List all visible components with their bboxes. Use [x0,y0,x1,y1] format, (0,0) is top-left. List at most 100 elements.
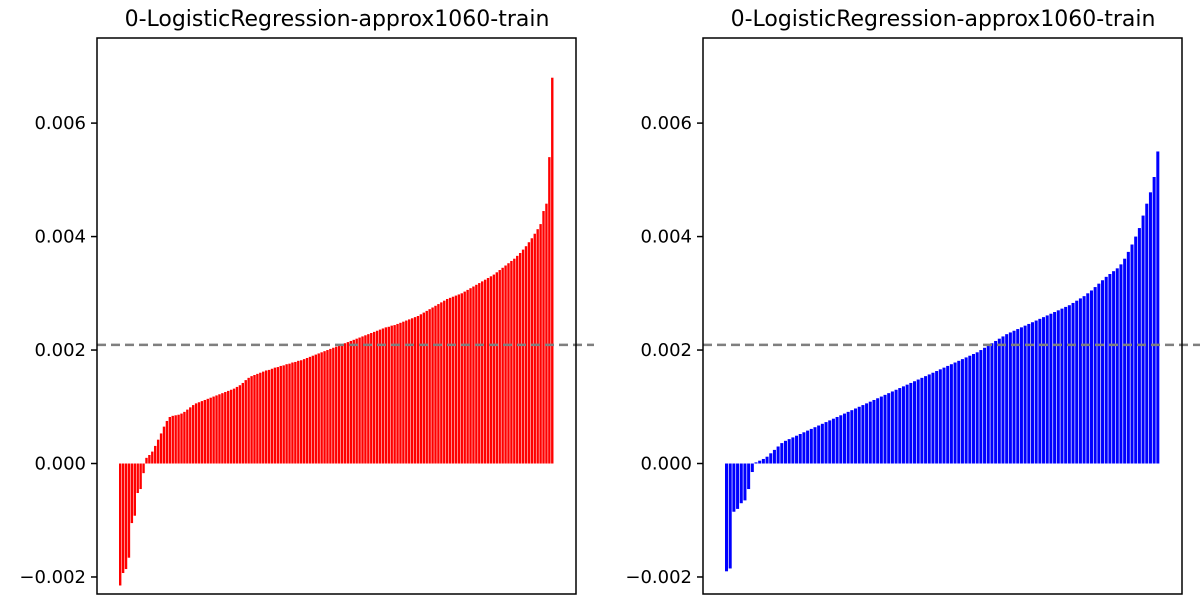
bar [162,426,166,464]
bar [1123,258,1127,464]
bar [375,330,379,464]
bar [1104,276,1108,464]
bar [842,413,846,464]
bar [227,390,230,464]
bar [979,350,983,464]
bar [413,317,417,464]
bar [1119,264,1123,464]
bar [533,233,536,464]
bar [809,428,813,464]
bar [831,418,835,464]
bar [256,373,259,464]
bar [133,463,136,516]
bar [481,281,484,464]
bar [136,463,139,494]
bar [498,270,501,464]
bar [171,415,174,464]
bar [206,398,209,464]
bar [1108,274,1112,464]
bar [1012,330,1016,464]
bar [194,403,198,464]
bar [244,380,247,464]
bar [288,363,291,464]
bar [282,365,285,464]
bar [1093,287,1097,464]
bar [425,310,428,464]
bar [1141,215,1145,464]
y-tick-label: 0.004 [34,227,86,248]
bar [754,462,758,464]
bar [215,395,218,464]
bar [824,422,828,464]
bar [747,463,751,490]
bar [798,434,802,464]
bar [1008,332,1012,464]
bar [817,425,821,464]
chart-title: 0-LogisticRegression-approx1060-train [125,7,550,32]
bar [997,338,1001,464]
bar [806,430,810,464]
right-bar-chart: 0-LogisticRegression-approx1060-train −0… [625,7,1200,595]
bar [285,364,288,464]
bar [139,463,142,490]
bar [1030,322,1034,464]
bar [378,329,382,464]
bar [551,77,554,464]
bar [975,352,979,464]
bar [861,405,865,464]
y-tick-label: 0.002 [34,340,86,361]
bar [846,411,850,464]
bar [294,361,297,464]
y-tick-label: 0.006 [640,113,692,134]
bar [820,423,824,464]
bar [876,398,880,464]
bar [983,347,987,464]
left-bar-chart: 0-LogisticRegression-approx1060-train −0… [19,7,594,595]
bar [1086,293,1090,464]
y-tick-label: 0.000 [640,454,692,475]
bar [428,309,431,464]
bar [1130,244,1134,464]
bar [454,295,458,464]
bar [1071,302,1075,464]
bar [472,286,475,464]
bar [524,246,528,464]
bar [475,284,478,464]
bar [1134,236,1138,464]
bar [920,377,924,464]
bar [765,456,769,464]
bar [783,440,787,464]
bar [422,312,426,464]
bar [489,276,493,464]
bar [381,328,385,464]
bar [393,325,396,464]
bar [887,393,891,464]
bar [145,457,148,464]
bar [431,307,434,464]
bar [156,439,160,464]
bar [536,229,539,464]
bar [1034,320,1038,464]
bar [121,463,125,574]
bar [964,357,968,464]
bar [854,408,858,464]
bar [949,364,953,464]
bar [942,367,946,464]
bar [1049,313,1053,464]
bar [177,414,180,464]
bar [203,399,207,464]
bar [165,420,169,464]
bar [200,401,204,464]
bar [530,238,534,464]
bar [445,298,449,464]
right-chart-panel: 0-LogisticRegression-approx1060-train −0… [606,0,1200,600]
bar [1053,312,1057,464]
bar [314,354,317,464]
bar [791,437,795,464]
bar [1075,300,1079,464]
bar [516,255,519,464]
bar [492,274,496,464]
bar [279,365,282,464]
bar [772,449,776,464]
bar [548,157,551,464]
